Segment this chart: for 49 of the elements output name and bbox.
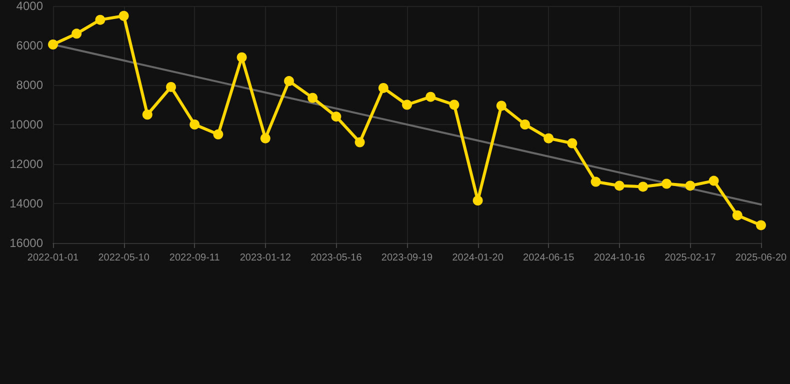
point xyxy=(567,138,578,148)
point xyxy=(638,182,648,192)
point xyxy=(496,100,506,111)
point xyxy=(590,176,601,187)
point xyxy=(402,100,412,110)
y-tick-label: 12000 xyxy=(10,157,44,171)
point xyxy=(614,180,624,191)
point xyxy=(520,120,530,130)
point xyxy=(118,10,129,21)
y-tick-label: 10000 xyxy=(10,118,44,132)
y-tick-label: 4000 xyxy=(16,0,44,13)
point xyxy=(756,220,766,230)
x-tick-label: 2024-06-15 xyxy=(523,252,575,264)
x-tick-label: 2024-10-16 xyxy=(594,252,646,264)
y-tick-label: 16000 xyxy=(10,236,44,250)
x-tick-label: 2025-06-20 xyxy=(735,252,788,264)
point xyxy=(72,28,82,39)
point xyxy=(308,92,318,103)
point xyxy=(732,210,742,220)
point xyxy=(331,112,342,122)
x-tick-label: 2024-01-20 xyxy=(452,252,504,264)
point xyxy=(662,178,672,189)
y-tick-label: 8000 xyxy=(16,78,44,92)
point xyxy=(190,120,200,130)
point xyxy=(354,137,365,148)
x-tick-label: 2025-02-17 xyxy=(664,252,716,264)
point xyxy=(472,196,483,206)
point xyxy=(708,176,719,186)
x-tick-label: 2023-09-19 xyxy=(381,252,434,264)
y-tick-label: 6000 xyxy=(16,38,44,52)
point xyxy=(378,82,388,93)
x-tick-label: 2023-01-12 xyxy=(240,252,292,264)
y-tick-label: 14000 xyxy=(10,196,44,210)
point xyxy=(544,133,554,144)
point xyxy=(166,82,176,92)
x-tick-label: 2022-05-10 xyxy=(98,252,150,264)
point xyxy=(142,110,152,120)
point xyxy=(426,92,436,102)
x-tick-label: 2022-01-01 xyxy=(27,252,80,264)
point xyxy=(48,40,58,50)
point xyxy=(260,133,270,144)
point xyxy=(449,100,460,110)
point xyxy=(284,76,294,86)
x-tick-label: 2023-05-16 xyxy=(310,252,362,264)
point xyxy=(213,129,224,140)
point xyxy=(685,180,696,191)
point xyxy=(95,14,106,25)
x-tick-label: 2022-09-11 xyxy=(169,252,220,264)
point xyxy=(236,52,247,62)
